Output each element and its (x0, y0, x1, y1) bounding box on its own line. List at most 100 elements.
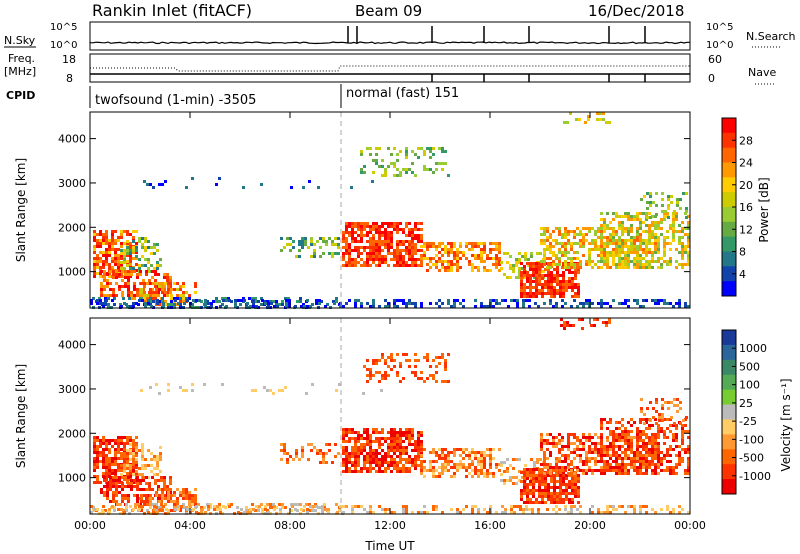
heatmap-cell (559, 498, 562, 501)
colorbar-swatch (722, 221, 736, 238)
heatmap-cell (556, 492, 559, 495)
heatmap-cell (123, 442, 126, 445)
heatmap-cell (615, 457, 618, 460)
heatmap-cell (132, 443, 135, 446)
heatmap-cell (483, 266, 486, 269)
heatmap-cell (624, 436, 627, 439)
heatmap-cell (218, 300, 221, 303)
heatmap-cell (681, 457, 684, 460)
heatmap-cell (477, 245, 480, 248)
heatmap-cell (270, 302, 273, 305)
heatmap-cell (624, 433, 627, 436)
heatmap-cell (681, 227, 684, 230)
heatmap-cell (147, 270, 150, 273)
heatmap-cell (532, 292, 535, 295)
heatmap-cell (550, 295, 553, 298)
heatmap-cell (255, 305, 258, 308)
heatmap-cell (164, 503, 167, 506)
heatmap-cell (562, 498, 565, 501)
heatmap-cell (474, 469, 477, 472)
heatmap-cell (606, 263, 609, 266)
heatmap-cell (381, 449, 384, 452)
heatmap-cell (304, 240, 307, 243)
heatmap-cell (588, 257, 591, 260)
heatmap-cell (405, 222, 408, 225)
heatmap-cell (372, 246, 375, 249)
heatmap-cell (399, 449, 402, 452)
heatmap-cell (585, 469, 588, 472)
heatmap-cell (345, 505, 348, 508)
heatmap-cell (535, 292, 538, 295)
heatmap-cell (396, 461, 399, 464)
heatmap-cell (597, 245, 600, 248)
heatmap-cell (249, 508, 252, 511)
heatmap-cell (135, 446, 138, 449)
heatmap-cell (151, 497, 154, 500)
heatmap-cell (648, 224, 651, 227)
heatmap-cell (381, 437, 384, 440)
heatmap-cell (298, 240, 301, 243)
heatmap-cell (556, 474, 559, 477)
heatmap-cell (345, 252, 348, 255)
heatmap-cell (348, 252, 351, 255)
heatmap-cell (667, 195, 670, 198)
heatmap-cell (547, 286, 550, 289)
nave-tick-low: 0 (708, 72, 715, 85)
heatmap-cell (441, 260, 444, 263)
heatmap-cell (203, 383, 206, 386)
heatmap-cell (672, 508, 675, 511)
heatmap-cell (450, 269, 453, 272)
heatmap-cell (334, 455, 337, 458)
heatmap-cell (182, 285, 185, 288)
heatmap-cell (348, 249, 351, 252)
heatmap-cell (103, 285, 106, 288)
heatmap-cell (113, 506, 116, 509)
heatmap-cell (596, 318, 599, 321)
heatmap-cell (642, 466, 645, 469)
heatmap-cell (186, 299, 189, 302)
heatmap-cell (185, 186, 188, 189)
heatmap-cell (115, 491, 118, 494)
heatmap-cell (570, 508, 573, 511)
heatmap-cell (673, 422, 676, 425)
heatmap-cell (542, 270, 545, 273)
heatmap-cell (375, 228, 378, 231)
heatmap-cell (390, 162, 393, 165)
heatmap-cell (543, 263, 546, 266)
heatmap-cell (127, 288, 130, 291)
heatmap-cell (553, 280, 556, 283)
heatmap-cell (384, 231, 387, 234)
heatmap-cell (506, 276, 509, 279)
heatmap-cell (435, 162, 438, 165)
heatmap-cell (544, 480, 547, 483)
heatmap-cell (577, 474, 580, 477)
heatmap-cell (185, 491, 188, 494)
heatmap-cell (570, 305, 573, 308)
heatmap-cell (540, 445, 543, 448)
heatmap-cell (345, 446, 348, 449)
heatmap-cell (414, 374, 417, 377)
heatmap-cell (221, 297, 224, 300)
heatmap-cell (369, 505, 372, 508)
heatmap-cell (568, 480, 571, 483)
heatmap-cell (646, 216, 649, 219)
heatmap-cell (606, 236, 609, 239)
heatmap-cell (145, 273, 148, 276)
heatmap-cell (396, 258, 399, 261)
heatmap-cell (124, 276, 127, 279)
heatmap-cell (102, 436, 105, 439)
heatmap-cell (125, 503, 128, 506)
heatmap-cell (624, 242, 627, 245)
heatmap-cell (170, 509, 173, 512)
heatmap-cell (135, 463, 138, 466)
heatmap-cell (483, 251, 486, 254)
heatmap-cell (152, 282, 155, 285)
heatmap-cell (260, 303, 263, 306)
heatmap-cell (420, 147, 423, 150)
heatmap-cell (657, 448, 660, 451)
heatmap-cell (405, 470, 408, 473)
heatmap-cell (549, 245, 552, 248)
heatmap-cell (366, 261, 369, 264)
colorbar-swatch (722, 419, 736, 435)
heatmap-cell (541, 498, 544, 501)
